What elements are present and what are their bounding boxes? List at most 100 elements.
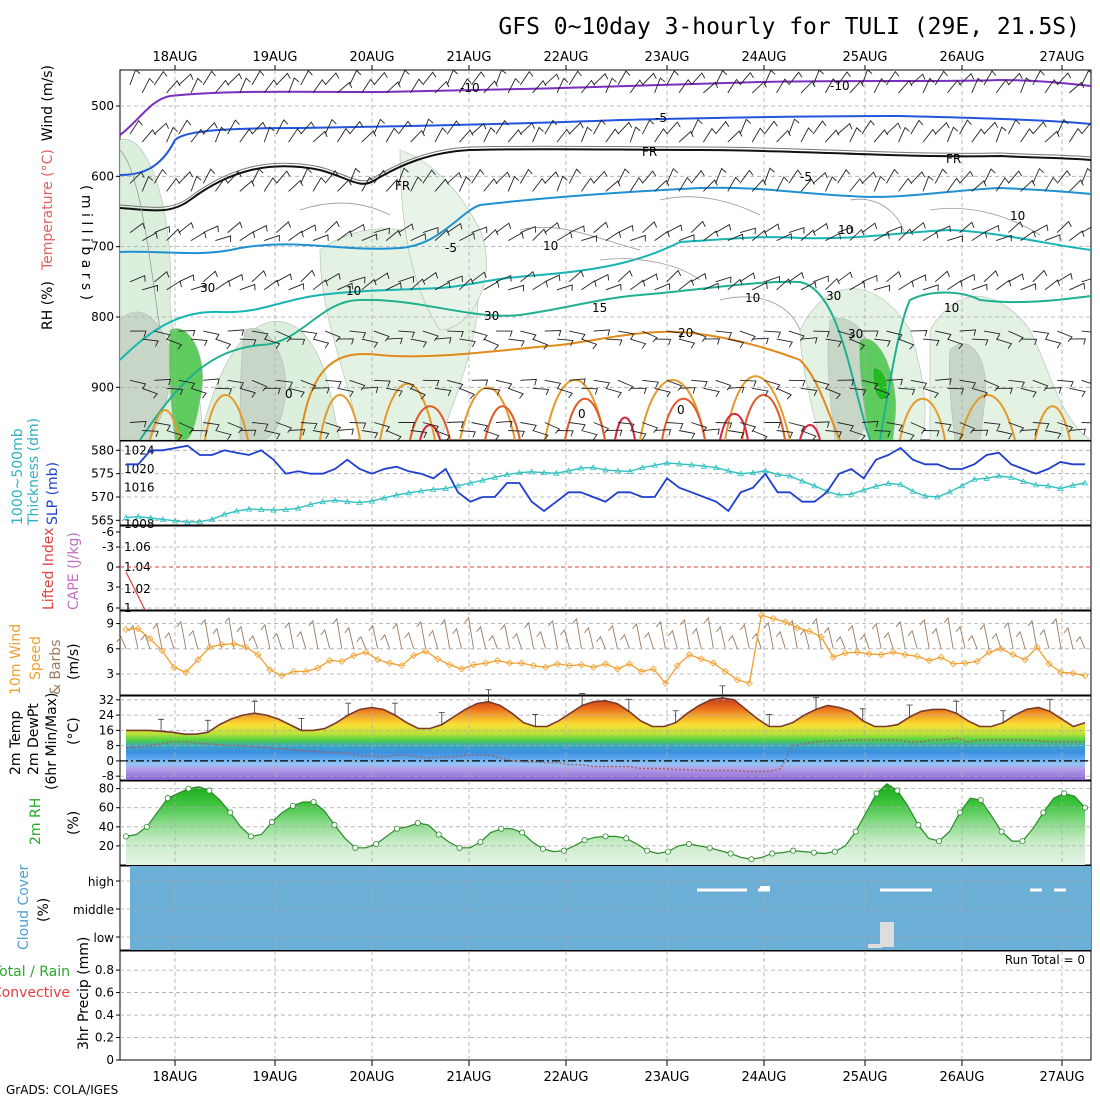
wind-point <box>757 611 765 619</box>
wind-barb <box>776 78 790 94</box>
wind-barb <box>873 232 890 241</box>
date-label: 18AUG <box>152 1070 197 1085</box>
wind-barb <box>995 79 1010 94</box>
wind-barb <box>569 225 585 234</box>
rh-point <box>456 844 463 851</box>
wind-barb <box>434 430 451 440</box>
wind-barb <box>190 175 202 192</box>
wind-barb <box>983 70 997 86</box>
wind-barb <box>581 387 599 395</box>
wind-barb <box>959 73 975 86</box>
thickness-label-a: 1000~500mb <box>10 428 26 525</box>
credit: GrADS: COLA/IGES <box>6 1083 118 1097</box>
wind-barb <box>251 70 265 86</box>
wind-barb <box>495 119 509 135</box>
wind-barb <box>727 78 741 94</box>
wind-barb <box>129 119 143 135</box>
wind-barb <box>1020 179 1036 192</box>
wind-barb <box>251 168 264 184</box>
wind-barb <box>1081 167 1091 184</box>
y-tick-label: 0.2 <box>95 1031 114 1045</box>
wind-point <box>434 655 442 663</box>
wind-barb <box>971 338 989 346</box>
wind-barb <box>410 387 426 400</box>
wind-barb <box>837 330 854 341</box>
wind-barb <box>300 224 317 233</box>
wind-barb <box>154 168 167 184</box>
date-label: 23AUG <box>644 50 689 65</box>
temp-whisker <box>251 700 258 714</box>
wind-barb <box>471 422 489 432</box>
wind-barb <box>751 81 767 94</box>
chart-title: GFS 0~10day 3-hourly for TULI (29E, 21.5… <box>498 14 1080 40</box>
cloud-level-label: low <box>94 931 115 945</box>
wind-barb <box>248 634 259 649</box>
wind-barb <box>1020 128 1034 143</box>
wind-barb <box>178 379 196 389</box>
wind-barb <box>947 177 961 192</box>
rh-point <box>352 844 359 851</box>
y-tick-label: -3 <box>102 540 114 554</box>
wind-barb <box>935 225 951 234</box>
thickness-point <box>282 506 290 512</box>
wind-barb <box>1008 379 1025 388</box>
wind-point <box>697 655 705 663</box>
wind-barb <box>227 329 245 336</box>
wind-barb <box>825 129 840 143</box>
wind-barb <box>581 280 597 291</box>
wind-barb <box>190 430 208 437</box>
wind-barb <box>1008 273 1024 283</box>
contour-label: 10 <box>944 301 959 315</box>
wind-barb <box>642 330 658 343</box>
wind-barb <box>227 422 244 434</box>
wind-barb <box>886 70 900 86</box>
rh-shade <box>168 328 203 440</box>
wind-barb <box>308 619 319 649</box>
wind-barb <box>239 77 251 94</box>
wind-barb <box>1094 280 1100 290</box>
wind-barb <box>532 338 549 350</box>
wind-barb <box>1015 630 1026 649</box>
contour-line <box>149 409 181 440</box>
wind-barb <box>983 270 999 283</box>
wind-barb <box>227 379 245 389</box>
wind-barb <box>825 387 841 400</box>
wind-barb <box>895 620 906 649</box>
y-tick-label: 40 <box>99 820 114 834</box>
y-tick-label: 800 <box>91 310 114 324</box>
wind-barb <box>361 130 377 143</box>
thickness-point <box>479 476 486 483</box>
wind-barb <box>373 422 391 433</box>
wind-barb <box>922 284 939 291</box>
rh-point <box>873 790 880 797</box>
y-tick-label: 0 <box>106 560 114 574</box>
wind-barb <box>190 338 208 347</box>
wind-barb <box>544 171 560 184</box>
wind-point <box>625 660 634 668</box>
wind-barb <box>727 430 745 439</box>
wind-barb <box>260 623 271 649</box>
wind-barb <box>544 221 560 233</box>
thickness-point <box>294 504 302 511</box>
wind-barb <box>1075 635 1086 649</box>
wind-point <box>362 648 370 656</box>
thickness-label-b: Thickness (dm) <box>26 418 42 526</box>
wind-barb <box>312 79 327 94</box>
wind-barb <box>227 119 240 135</box>
wind-barb <box>715 379 732 391</box>
wind-barb <box>356 635 367 649</box>
run-total: Run Total = 0 <box>1005 953 1085 967</box>
wind-barb <box>943 616 954 649</box>
rh-point <box>414 820 421 827</box>
y-tick-label: 9 <box>106 617 114 631</box>
wind-barb <box>922 128 937 143</box>
wind-barb <box>775 630 786 649</box>
wind-barb <box>410 176 423 192</box>
rh-point <box>852 828 859 835</box>
wind-barb <box>886 330 903 341</box>
wind-barb <box>1044 176 1058 192</box>
wind-barb <box>727 176 740 192</box>
contour-line <box>741 394 786 440</box>
thickness-point <box>405 489 412 496</box>
